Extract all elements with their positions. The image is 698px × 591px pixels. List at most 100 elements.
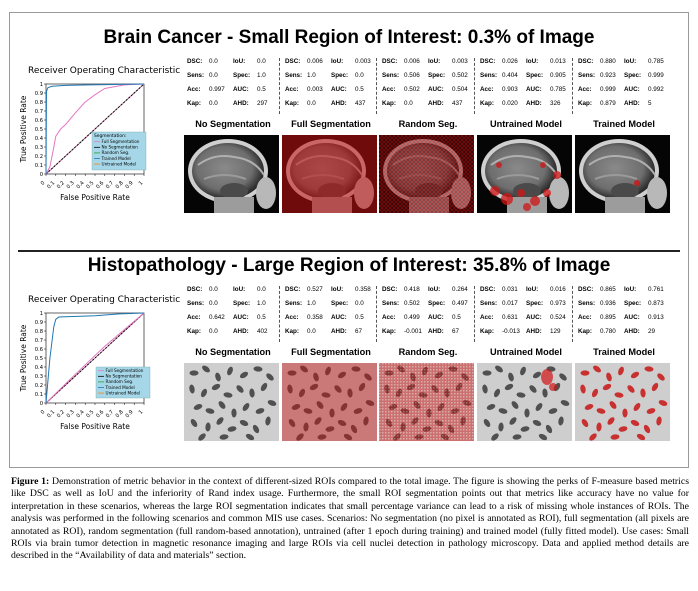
metric-separator bbox=[279, 286, 280, 342]
metric-value-iou: 0.358 bbox=[355, 286, 371, 293]
mri-thumbnail bbox=[575, 135, 670, 213]
metric-key-ahd: AHD: bbox=[233, 100, 249, 107]
roc-plot: 000.10.10.20.20.30.30.40.40.50.50.60.60.… bbox=[19, 82, 147, 202]
metric-row: DSC: 0.865 IoU: 0.761 bbox=[578, 286, 672, 300]
metric-key-auc: AUC: bbox=[624, 86, 640, 93]
metric-value-acc: 0.358 bbox=[307, 314, 323, 321]
y-tick-label: 0.2 bbox=[35, 383, 43, 389]
metric-key-ahd: AHD: bbox=[526, 328, 542, 335]
metric-row: Kap: 0.0 AHD: 402 bbox=[187, 328, 281, 342]
metric-value-dsc: 0.031 bbox=[502, 286, 518, 293]
metric-key-acc: Acc: bbox=[382, 86, 396, 93]
x-tick-label: 0.2 bbox=[56, 180, 66, 190]
metric-key-dsc: DSC: bbox=[285, 286, 301, 293]
metric-value-spec: 0.502 bbox=[452, 72, 468, 79]
metric-value-dsc: 0.0 bbox=[209, 286, 218, 293]
metric-value-dsc: 0.006 bbox=[404, 58, 420, 65]
metric-row: Acc: 0.499 AUC: 0.5 bbox=[382, 314, 476, 328]
roc-chart-histo: Receiver Operating Characteristic 0 0 0.1 0… bbox=[18, 295, 180, 445]
metric-value-dsc: 0.880 bbox=[600, 58, 616, 65]
metric-key-iou: IoU: bbox=[624, 58, 637, 65]
metric-block: DSC: 0.006 IoU: 0.003 Sens: 0.506 Spec: 0.502 Ac… bbox=[382, 58, 476, 114]
roc-plot: 000.10.10.20.20.30.30.40.40.50.50.60.60.… bbox=[19, 311, 151, 431]
metric-row: Kap: 0.879 AHD: 5 bbox=[578, 100, 672, 114]
roc-series-no-segmentation bbox=[45, 83, 145, 175]
metric-key-spec: Spec: bbox=[428, 72, 446, 79]
metric-key-sens: Sens: bbox=[578, 72, 596, 79]
metric-value-ahd: 326 bbox=[550, 100, 561, 107]
metric-value-acc: 0.997 bbox=[209, 86, 225, 93]
metric-key-sens: Sens: bbox=[187, 72, 205, 79]
metric-value-iou: 0.761 bbox=[648, 286, 664, 293]
metric-value-spec: 0.973 bbox=[550, 300, 566, 307]
x-tick-label: 0.6 bbox=[95, 409, 105, 419]
metric-value-kap: 0.0 bbox=[209, 100, 218, 107]
metric-value-acc: 0.642 bbox=[209, 314, 225, 321]
metric-key-spec: Spec: bbox=[233, 72, 251, 79]
metric-value-sens: 0.923 bbox=[600, 72, 616, 79]
panel-label: No Segmentation bbox=[195, 119, 271, 129]
panel-label: Random Seg. bbox=[398, 119, 458, 129]
metric-row: Sens: 0.502 Spec: 0.497 bbox=[382, 300, 476, 314]
metric-value-iou: 0.264 bbox=[452, 286, 468, 293]
metric-row: Kap: -0.013 AHD: 129 bbox=[480, 328, 574, 342]
metric-key-iou: IoU: bbox=[526, 58, 539, 65]
metric-key-dsc: DSC: bbox=[382, 286, 398, 293]
metric-block: DSC: 0.006 IoU: 0.003 Sens: 1.0 Spec: 0.0 Acc: 0.… bbox=[285, 58, 379, 114]
panel-label: Trained Model bbox=[593, 119, 655, 129]
panel-label: Full Segmentation bbox=[291, 347, 371, 357]
mri-thumbnail bbox=[282, 135, 377, 213]
metric-key-spec: Spec: bbox=[331, 72, 349, 79]
y-tick-label: 0.3 bbox=[35, 145, 43, 151]
metric-row: DSC: 0.527 IoU: 0.358 bbox=[285, 286, 379, 300]
metric-row: Sens: 0.506 Spec: 0.502 bbox=[382, 72, 476, 86]
metric-key-ahd: AHD: bbox=[624, 100, 640, 107]
metric-key-sens: Sens: bbox=[578, 300, 596, 307]
metric-row: Kap: 0.0 AHD: 297 bbox=[187, 100, 281, 114]
metric-row: DSC: 0.880 IoU: 0.785 bbox=[578, 58, 672, 72]
metric-key-spec: Spec: bbox=[233, 300, 251, 307]
metric-value-ahd: 437 bbox=[355, 100, 366, 107]
metric-key-kap: Kap: bbox=[285, 100, 299, 107]
metric-value-ahd: 437 bbox=[452, 100, 463, 107]
y-tick-label: 0.5 bbox=[35, 356, 43, 362]
metric-value-spec: 0.999 bbox=[648, 72, 664, 79]
metric-value-dsc: 0.527 bbox=[307, 286, 323, 293]
y-tick-label: 0.7 bbox=[35, 338, 43, 344]
metric-value-ahd: 5 bbox=[648, 100, 652, 107]
metric-block: DSC: 0.0 IoU: 0.0 Sens: 0.0 Spec: 1.0 Acc: 0.642 A… bbox=[187, 286, 281, 342]
metric-row: Sens: 1.0 Spec: 0.0 bbox=[285, 72, 379, 86]
mri-thumbnail bbox=[477, 135, 572, 213]
metric-block: DSC: 0.0 IoU: 0.0 Sens: 0.0 Spec: 1.0 Acc: 0.997 A… bbox=[187, 58, 281, 114]
metric-row: Kap: -0.001 AHD: 67 bbox=[382, 328, 476, 342]
y-axis-label: True Positive Rate bbox=[19, 324, 28, 392]
metric-key-auc: AUC: bbox=[331, 86, 347, 93]
x-tick-label: 0.1 bbox=[46, 180, 56, 190]
metric-row: Acc: 0.502 AUC: 0.504 bbox=[382, 86, 476, 100]
metric-value-kap: -0.001 bbox=[404, 328, 422, 335]
metric-value-sens: 1.0 bbox=[307, 72, 316, 79]
y-tick-label: 0.6 bbox=[35, 347, 43, 353]
metric-key-kap: Kap: bbox=[480, 328, 494, 335]
metric-key-iou: IoU: bbox=[233, 58, 246, 65]
metric-value-auc: 0.5 bbox=[452, 314, 461, 321]
y-tick-label: 1 bbox=[40, 311, 43, 317]
metric-value-iou: 0.0 bbox=[257, 58, 266, 65]
metric-key-ahd: AHD: bbox=[233, 328, 249, 335]
caption-label: Figure 1: bbox=[11, 476, 50, 487]
metric-value-kap: 0.0 bbox=[307, 100, 316, 107]
metric-block: DSC: 0.865 IoU: 0.761 Sens: 0.936 Spec: 0.873 Ac… bbox=[578, 286, 672, 342]
legend-box bbox=[91, 131, 147, 171]
metric-key-kap: Kap: bbox=[578, 328, 592, 335]
metric-row: Sens: 0.017 Spec: 0.973 bbox=[480, 300, 574, 314]
metric-key-dsc: DSC: bbox=[578, 58, 594, 65]
metric-value-acc: 0.502 bbox=[404, 86, 420, 93]
metric-block: DSC: 0.418 IoU: 0.264 Sens: 0.502 Spec: 0.497 Ac… bbox=[382, 286, 476, 342]
metric-separator bbox=[474, 58, 475, 114]
metric-value-acc: 0.903 bbox=[502, 86, 518, 93]
metric-key-sens: Sens: bbox=[382, 72, 400, 79]
metric-value-acc: 0.999 bbox=[600, 86, 616, 93]
metric-value-acc: 0.631 bbox=[502, 314, 518, 321]
metric-value-sens: 0.0 bbox=[209, 72, 218, 79]
y-tick-label: 0.7 bbox=[35, 109, 43, 115]
